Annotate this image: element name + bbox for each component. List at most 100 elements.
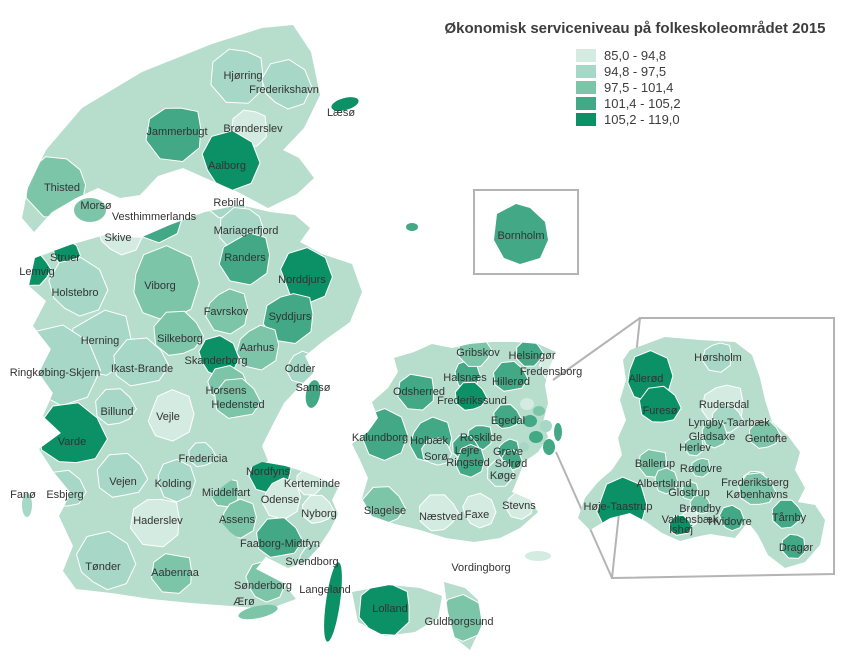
municipality-Herlev bbox=[684, 437, 704, 457]
municipality-label-Fredensborg: Fredensborg bbox=[520, 366, 582, 378]
municipality-label-Brøndby: Brøndby bbox=[679, 503, 721, 515]
municipality-Fanø bbox=[22, 493, 32, 517]
municipality-label-Læsø: Læsø bbox=[327, 107, 355, 119]
municipality-label-Morsø: Morsø bbox=[80, 200, 111, 212]
municipality-Haderslev bbox=[129, 498, 180, 548]
municipality-label-Lemvig: Lemvig bbox=[19, 266, 54, 278]
municipality-label-Kalundborg: Kalundborg bbox=[352, 432, 408, 444]
landmass-group-vendsyssel bbox=[25, 48, 313, 218]
municipality-Hillerød bbox=[492, 360, 529, 392]
municipality-label-Sorø: Sorø bbox=[424, 451, 448, 463]
municipality-label-Sønderborg: Sønderborg bbox=[234, 580, 292, 592]
municipality-Sorø bbox=[421, 437, 453, 466]
municipality-label-Faxe: Faxe bbox=[465, 509, 489, 521]
municipality-label-Syddjurs: Syddjurs bbox=[269, 311, 312, 323]
municipality-Langeland bbox=[324, 562, 342, 642]
landmass-group-lolland bbox=[358, 585, 410, 636]
municipality-Rødovre bbox=[690, 457, 711, 478]
islet bbox=[525, 551, 551, 561]
municipality-Hvidovre bbox=[719, 504, 745, 532]
municipality-label-Haderslev: Haderslev bbox=[133, 515, 183, 527]
municipality-label-Middelfart: Middelfart bbox=[202, 487, 250, 499]
municipality-label-Gentofte: Gentofte bbox=[745, 433, 787, 445]
municipality-Favrskov bbox=[205, 288, 249, 335]
municipality-Frederikssund bbox=[454, 381, 488, 411]
municipality-label-Rødovre: Rødovre bbox=[680, 463, 722, 475]
islet bbox=[529, 431, 543, 443]
municipality-Gladsaxe bbox=[701, 419, 728, 449]
municipality-Kolding bbox=[157, 458, 197, 503]
municipality-Læsø bbox=[331, 97, 359, 111]
inset-connector-line bbox=[552, 317, 641, 381]
municipality-Morsø bbox=[74, 198, 106, 222]
municipality-label-Vejle: Vejle bbox=[156, 411, 180, 423]
municipality-label-Hjørring: Hjørring bbox=[223, 70, 262, 82]
municipality-label-Tårnby: Tårnby bbox=[772, 512, 807, 524]
municipality-Ishøj bbox=[668, 514, 693, 536]
municipality-label-Egedal: Egedal bbox=[491, 415, 525, 427]
municipality-label-Gladsaxe: Gladsaxe bbox=[689, 431, 735, 443]
municipality-label-Favrskov: Favrskov bbox=[204, 306, 249, 318]
municipality-label-Glostrup: Glostrup bbox=[668, 487, 710, 499]
municipality-label-Tønder: Tønder bbox=[85, 561, 121, 573]
municipality-label-Frederikssund: Frederikssund bbox=[437, 395, 507, 407]
municipality-Gentofte bbox=[748, 419, 782, 449]
municipality-label-Esbjerg: Esbjerg bbox=[46, 489, 83, 501]
islet bbox=[554, 423, 562, 441]
municipality-label-Allerød: Allerød bbox=[629, 373, 664, 385]
municipality-label-Nyborg: Nyborg bbox=[301, 508, 336, 520]
municipality-Albertslund bbox=[654, 467, 679, 495]
municipality-Tønder bbox=[75, 530, 137, 591]
municipality-Dragør bbox=[781, 533, 806, 559]
municipality-label-Svendborg: Svendborg bbox=[285, 556, 338, 568]
municipality-label-Stevns: Stevns bbox=[502, 500, 536, 512]
municipality-Faaborg-Midtfyn bbox=[256, 517, 304, 558]
municipality-label-Frederiksberg: Frederiksberg bbox=[721, 477, 789, 489]
municipality-Lemvig bbox=[29, 252, 52, 286]
municipality-label-Holbæk: Holbæk bbox=[410, 435, 448, 447]
islet bbox=[520, 398, 534, 410]
municipality-label-Ringkøbing-Skjern: Ringkøbing-Skjern bbox=[10, 367, 100, 379]
islet bbox=[406, 223, 418, 231]
municipality-Køge bbox=[486, 459, 515, 487]
municipality-Assens bbox=[220, 498, 257, 539]
municipality-label-Ishøj: Ishøj bbox=[669, 524, 693, 536]
municipality-label-Lejre: Lejre bbox=[455, 445, 479, 457]
municipality-Randers bbox=[218, 232, 271, 286]
municipality-label-Dragør: Dragør bbox=[779, 542, 814, 554]
municipality-Københavns bbox=[738, 472, 777, 505]
municipality-label-Solrød: Solrød bbox=[495, 458, 527, 470]
islet bbox=[543, 439, 555, 455]
municipality-label-Vesthimmerlands: Vesthimmerlands bbox=[112, 211, 197, 223]
municipality-label-Hillerød: Hillerød bbox=[492, 376, 530, 388]
islet bbox=[540, 420, 552, 432]
municipality-Aarhus bbox=[236, 324, 280, 371]
municipality-Brøndby bbox=[689, 494, 712, 515]
municipality-label-Lyngby-Taarbæk: Lyngby-Taarbæk bbox=[688, 417, 770, 429]
municipality-Ærø bbox=[238, 604, 278, 620]
municipality-Faxe bbox=[462, 492, 497, 529]
municipality-label-Helsingør: Helsingør bbox=[508, 350, 555, 362]
municipality-label-Greve: Greve bbox=[493, 446, 523, 458]
municipality-label-Hedensted: Hedensted bbox=[211, 399, 264, 411]
municipality-label-Vallensbæk: Vallensbæk bbox=[662, 514, 719, 526]
municipality-label-Odense: Odense bbox=[261, 494, 300, 506]
municipality-Næstved bbox=[418, 494, 460, 532]
municipality-Egedal bbox=[493, 403, 522, 430]
municipality-label-Albertslund: Albertslund bbox=[636, 478, 691, 490]
islet bbox=[523, 415, 537, 427]
municipality-label-Rebild: Rebild bbox=[213, 197, 244, 209]
municipality-Vejle bbox=[147, 389, 195, 442]
municipality-label-Guldborgsund: Guldborgsund bbox=[424, 616, 493, 628]
municipality-Samsø bbox=[305, 380, 321, 408]
municipality-label-Aabenraa: Aabenraa bbox=[151, 567, 200, 579]
municipality-Hedensted bbox=[214, 377, 262, 419]
municipality-Hørsholm bbox=[701, 342, 733, 373]
municipality-label-Køge: Køge bbox=[490, 470, 516, 482]
municipality-label-Horsens: Horsens bbox=[206, 385, 247, 397]
municipality-label-Holstebro: Holstebro bbox=[51, 287, 98, 299]
municipality-Jammerbugt bbox=[145, 107, 202, 163]
municipality-label-Norddjurs: Norddjurs bbox=[278, 274, 326, 286]
municipality-label-Næstved: Næstved bbox=[419, 511, 463, 523]
municipality-Lolland bbox=[358, 585, 410, 636]
